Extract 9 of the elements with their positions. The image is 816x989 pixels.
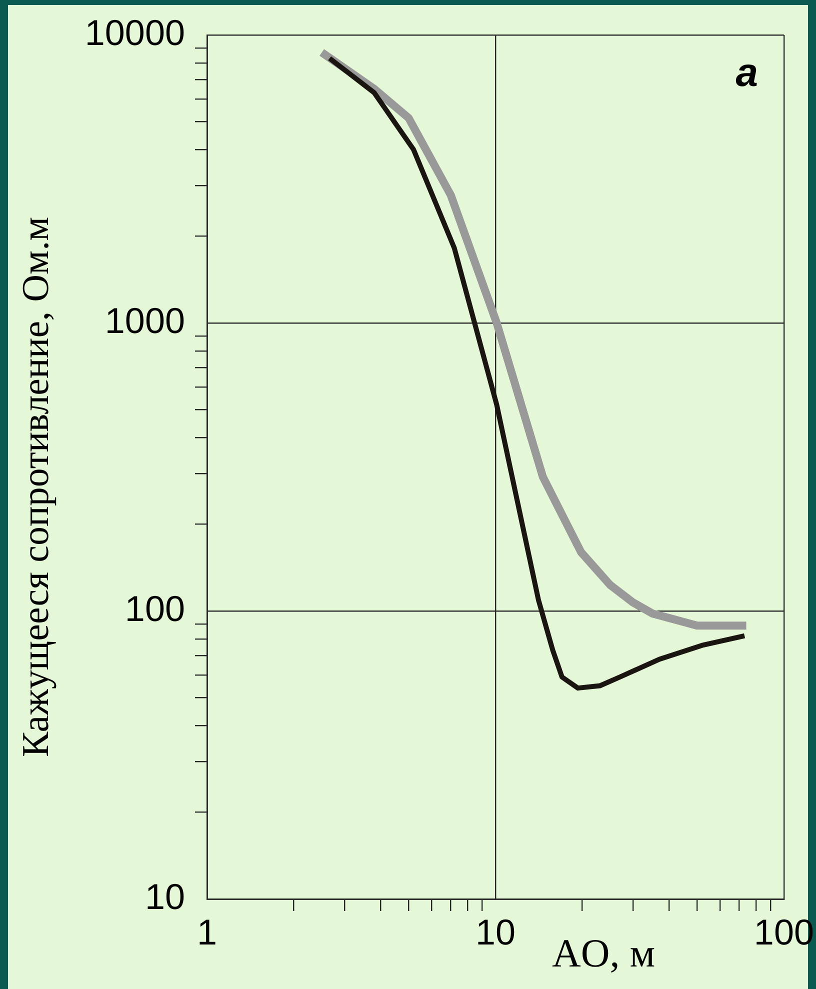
x-tick-label: 1 [196,912,218,953]
y-axis-title: Кажущееся сопротивление, Ом.м [14,216,57,758]
y-tick-label: 10000 [84,12,185,53]
x-axis-title: AO, м [552,930,656,976]
y-tick-label: 100 [124,588,185,629]
x-tick-label: 10 [475,912,516,953]
annotation: а [736,51,758,96]
y-tick-label: 1000 [104,300,185,341]
y-tick-label: 10 [144,876,185,917]
